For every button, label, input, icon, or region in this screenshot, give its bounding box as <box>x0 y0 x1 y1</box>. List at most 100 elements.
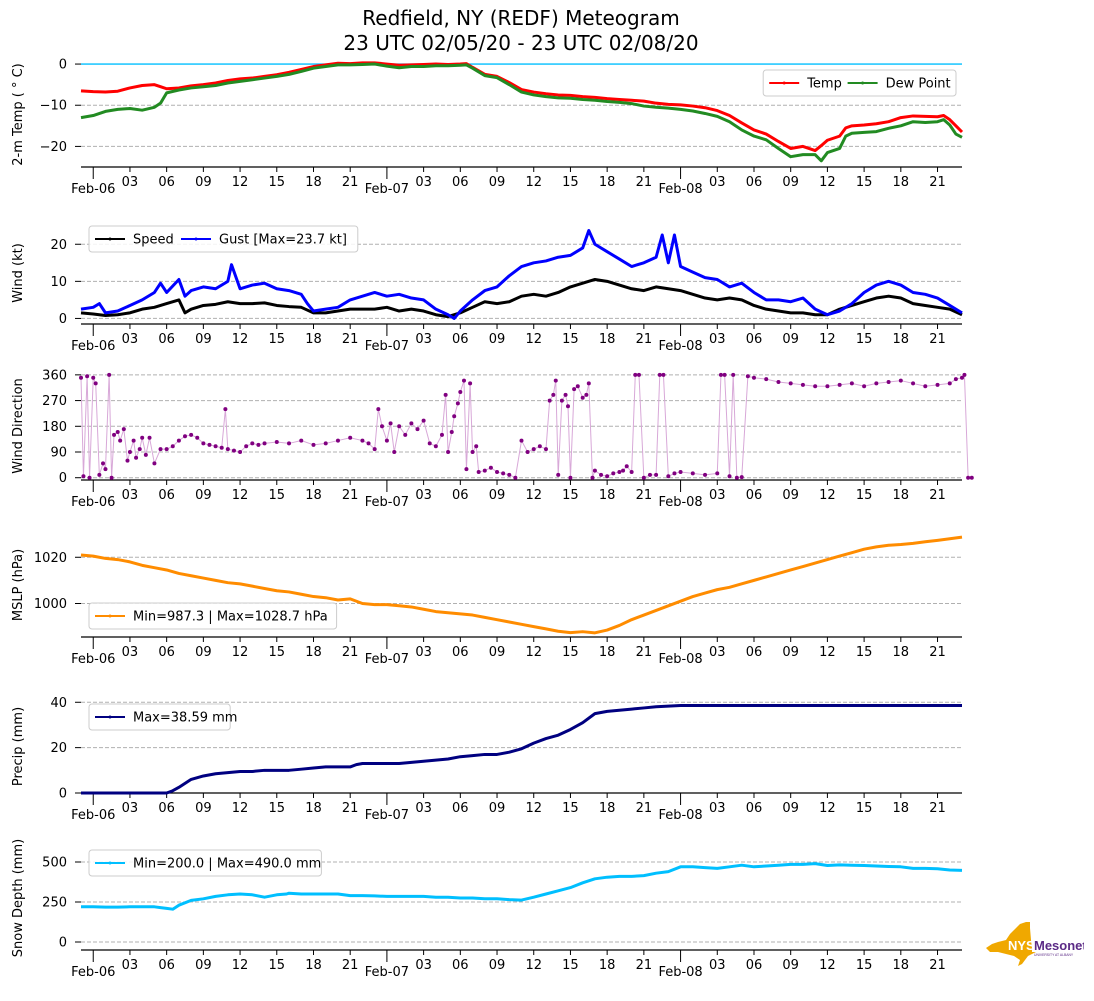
x-tick-label: 09 <box>195 801 212 816</box>
x-tick-label: 06 <box>746 958 763 973</box>
x-tick-label: 21 <box>636 175 653 190</box>
y-tick-label: 90 <box>50 446 67 461</box>
x-tick-label: 15 <box>269 175 286 190</box>
x-tick-label: 15 <box>269 332 286 347</box>
x-tick-label: 09 <box>489 332 506 347</box>
chart-title: Redfield, NY (REDF) Meteogram 23 UTC 02/… <box>0 6 1042 56</box>
data-point <box>107 372 112 377</box>
data-point <box>556 472 561 477</box>
x-tick-label: 15 <box>562 332 579 347</box>
data-point <box>923 384 928 389</box>
data-point <box>672 471 677 476</box>
x-tick-label: 06 <box>158 488 175 503</box>
x-tick-label: 09 <box>489 488 506 503</box>
x-tick-label: 03 <box>122 645 139 660</box>
y-axis-label: Wind Direction <box>11 378 26 474</box>
x-tick-label: 06 <box>452 488 469 503</box>
x-tick-label: Feb-07 <box>365 339 409 354</box>
data-point <box>170 444 175 449</box>
y-tick-label: 180 <box>42 420 67 435</box>
data-point <box>458 390 463 394</box>
data-point <box>152 461 157 466</box>
x-tick-label: 18 <box>599 958 616 973</box>
x-tick-label: 06 <box>452 175 469 190</box>
data-point <box>195 435 200 440</box>
x-tick-label: 12 <box>525 645 542 660</box>
data-point <box>452 414 457 419</box>
x-tick-label: 03 <box>709 801 726 816</box>
legend-marker <box>861 81 865 85</box>
data-point <box>837 382 842 387</box>
data-point <box>488 465 493 470</box>
x-tick-label: 09 <box>489 175 506 190</box>
x-tick-label: 03 <box>415 332 432 347</box>
x-tick-label: 15 <box>269 801 286 816</box>
data-point <box>474 444 479 449</box>
x-tick-label: 21 <box>342 332 359 347</box>
data-point <box>537 444 542 449</box>
data-point <box>323 441 328 446</box>
data-point <box>461 378 466 383</box>
data-point <box>158 447 163 452</box>
data-point <box>244 444 249 449</box>
data-point <box>348 435 353 440</box>
data-point <box>553 378 558 383</box>
x-tick-label: 21 <box>342 801 359 816</box>
ny-state-shape-icon <box>986 922 1036 966</box>
x-tick-label: 03 <box>709 175 726 190</box>
data-point <box>678 470 683 474</box>
x-tick-label: 18 <box>305 175 322 190</box>
data-point <box>751 375 756 380</box>
series-line-temp-1 <box>80 62 963 163</box>
data-point <box>189 432 194 437</box>
data-point <box>599 472 604 477</box>
x-tick-label: 18 <box>599 175 616 190</box>
x-tick-label: 03 <box>709 958 726 973</box>
data-point <box>376 407 381 412</box>
data-point <box>79 375 83 380</box>
panel-temp: 0 −10 −20 Feb-06 03 06 09 12 15 18 21 Feb-07 03 06 09 1… <box>11 58 964 197</box>
data-point <box>547 398 552 403</box>
x-tick-label: 15 <box>856 488 873 503</box>
data-point <box>580 395 585 400</box>
data-point <box>392 450 397 454</box>
data-point <box>947 381 952 386</box>
data-point <box>813 384 818 389</box>
data-point <box>274 440 279 444</box>
legend-marker <box>108 861 112 865</box>
data-point <box>501 471 506 476</box>
x-tick-label: 18 <box>599 645 616 660</box>
x-tick-label: 21 <box>342 175 359 190</box>
x-tick-label: 06 <box>158 645 175 660</box>
x-tick-label: 12 <box>819 958 836 973</box>
x-tick-label: 09 <box>195 488 212 503</box>
data-point <box>421 418 426 423</box>
x-tick-label: 15 <box>856 801 873 816</box>
x-tick-label: 09 <box>489 801 506 816</box>
y-axis-label: Precip (mm) <box>11 707 26 786</box>
x-tick-label: 09 <box>782 958 799 973</box>
y-tick-label: −20 <box>40 140 67 155</box>
data-point <box>143 452 148 457</box>
data-point <box>629 470 634 474</box>
x-tick-label: Feb-08 <box>658 339 702 354</box>
data-point <box>238 450 243 454</box>
legend-marker <box>782 81 786 85</box>
x-tick-label: 18 <box>305 801 322 816</box>
x-tick-label: 21 <box>929 332 946 347</box>
series-line-wind-1 <box>80 229 963 320</box>
x-tick-label: Feb-07 <box>365 808 409 823</box>
data-point <box>427 441 432 446</box>
data-point <box>131 438 136 443</box>
x-tick-label: 06 <box>746 645 763 660</box>
data-point <box>519 438 524 443</box>
y-tick-label: −10 <box>40 99 67 114</box>
x-tick-label: 12 <box>819 332 836 347</box>
x-tick-label: 21 <box>342 645 359 660</box>
x-tick-label: 18 <box>893 801 910 816</box>
data-point <box>543 447 548 452</box>
x-tick-label: 18 <box>893 645 910 660</box>
x-tick-label: 12 <box>819 645 836 660</box>
x-tick-label: 09 <box>782 801 799 816</box>
